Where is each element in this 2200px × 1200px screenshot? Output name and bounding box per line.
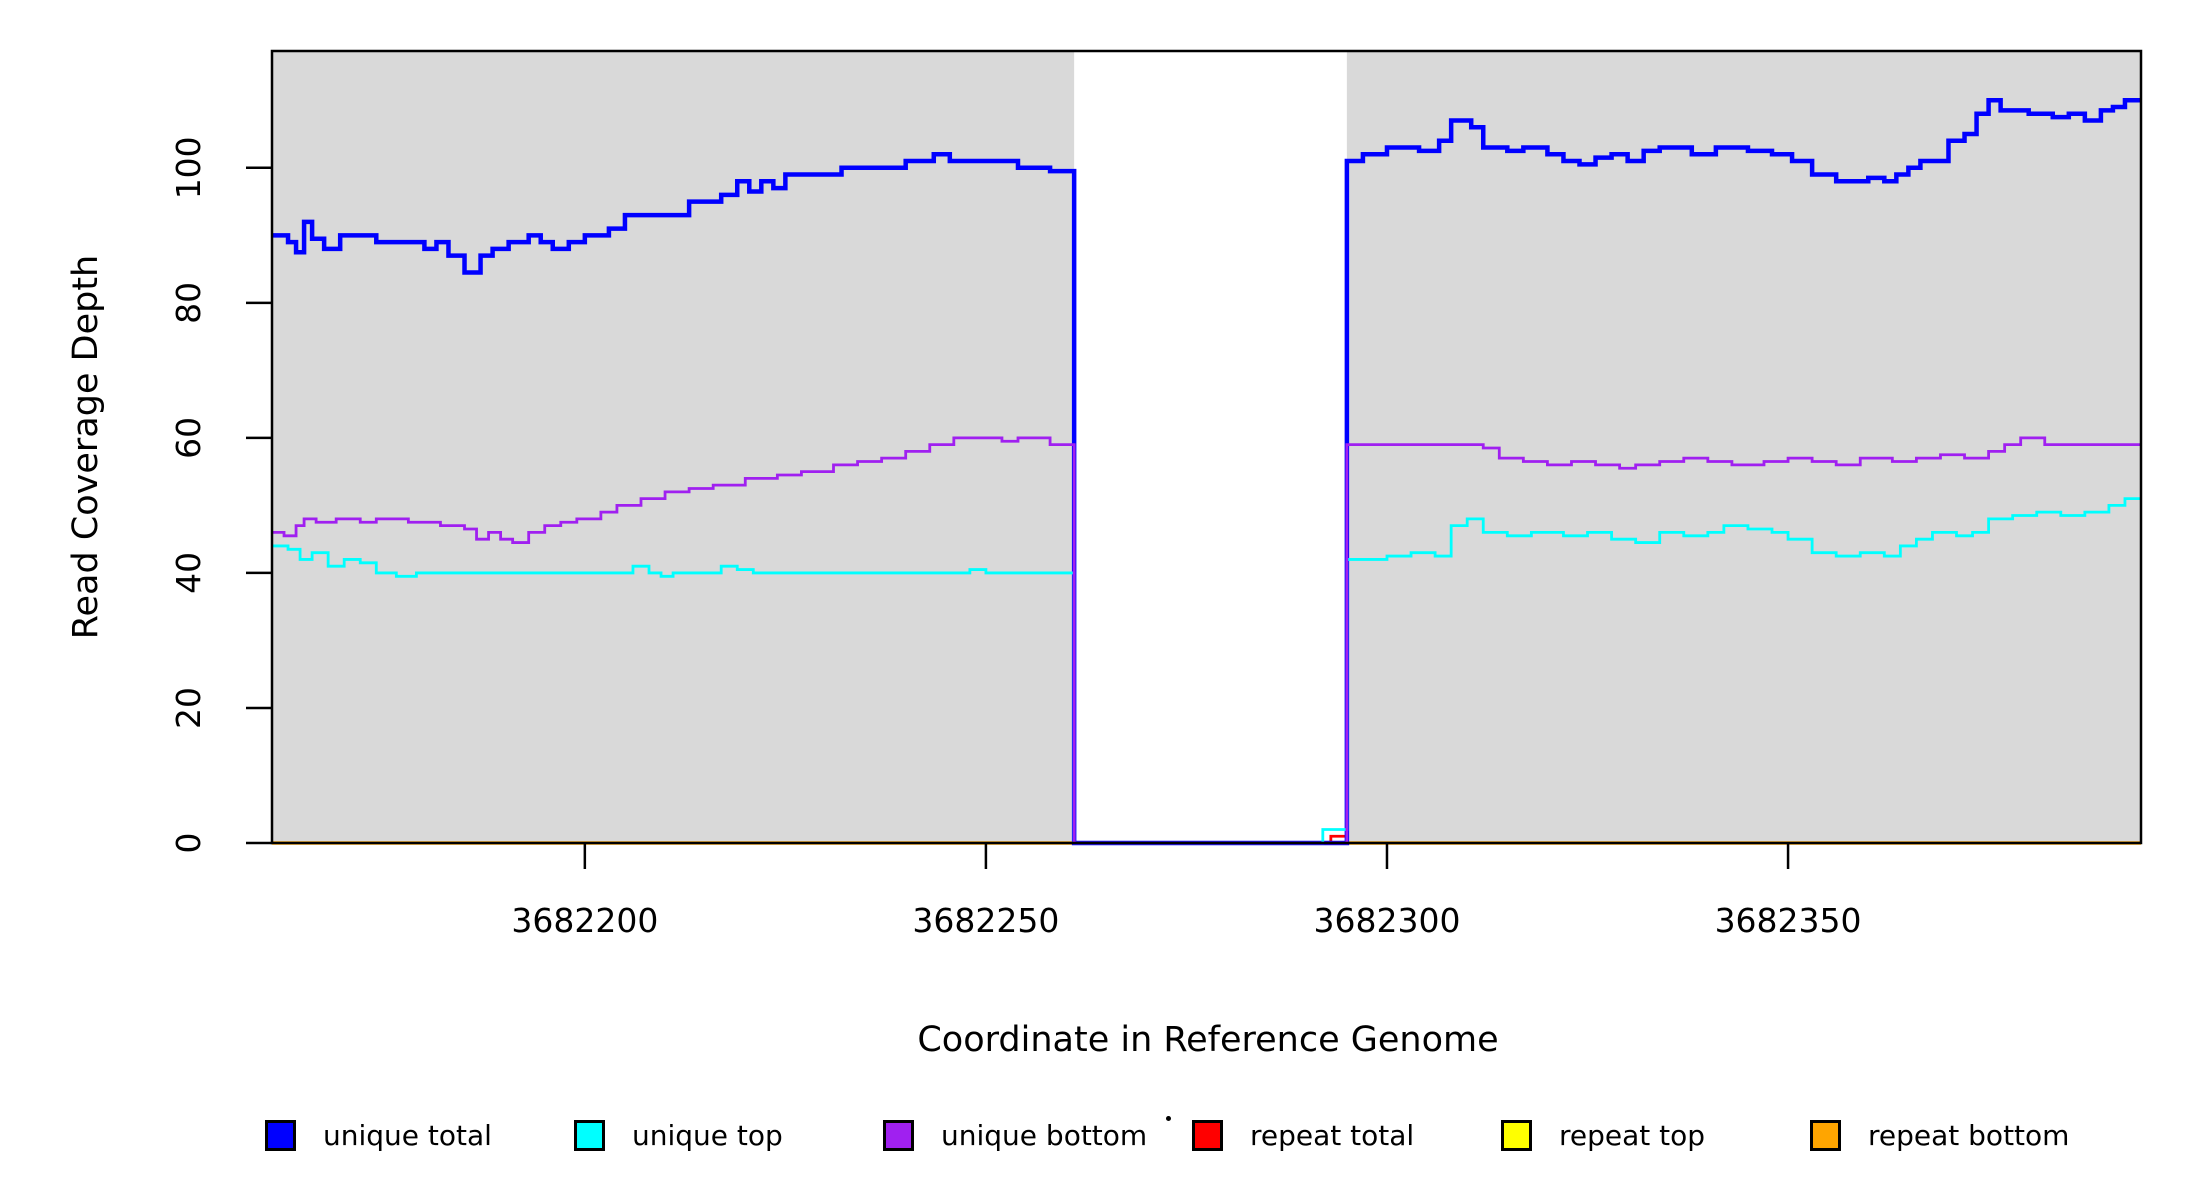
x-axis-title: Coordinate in Reference Genome <box>917 1020 1499 1060</box>
legend-item-unique-bottom: unique bottom <box>883 1115 1147 1155</box>
legend-label: unique bottom <box>941 1118 1148 1152</box>
legend-swatch-icon <box>265 1119 296 1151</box>
legend-swatch-icon <box>1501 1119 1532 1151</box>
x-tick-label: 3682350 <box>1715 901 1862 940</box>
legend-swatch-icon <box>883 1119 914 1151</box>
unique-bottom-line <box>272 436 2141 845</box>
stray-point-mark <box>1166 1116 1171 1121</box>
legend-item-repeat-total: repeat total <box>1192 1115 1414 1155</box>
masked-region <box>1346 51 2141 843</box>
y-tick-label: 60 <box>169 417 208 459</box>
legend-item-repeat-top: repeat top <box>1501 1115 1705 1155</box>
x-tick-label: 3682250 <box>912 901 1059 940</box>
x-tick-label: 3682200 <box>511 901 658 940</box>
legend-label: unique total <box>323 1118 492 1152</box>
legend-label: repeat total <box>1250 1118 1415 1152</box>
legend-label: unique top <box>632 1118 783 1152</box>
legend-swatch-icon <box>574 1119 605 1151</box>
plot-border <box>270 49 2143 845</box>
y-tick-label: 40 <box>169 552 208 594</box>
y-axis-title: Read Coverage Depth <box>66 254 106 640</box>
y-tick-label: 0 <box>169 833 208 854</box>
unique-top-line <box>272 497 2141 845</box>
y-tick-label: 100 <box>169 136 208 199</box>
legend-label: repeat bottom <box>1868 1118 2070 1152</box>
legend-item-unique-total: unique total <box>265 1115 492 1155</box>
legend-swatch-icon <box>1810 1119 1841 1151</box>
masked-region <box>272 51 1075 843</box>
legend-label: repeat top <box>1559 1118 1706 1152</box>
legend-item-repeat-bottom: repeat bottom <box>1810 1115 2069 1155</box>
unique-total-line <box>272 98 2141 846</box>
y-tick-label: 80 <box>169 282 208 324</box>
legend-item-unique-top: unique top <box>574 1115 783 1155</box>
y-tick-label: 20 <box>169 687 208 729</box>
x-tick-label: 3682300 <box>1313 901 1460 940</box>
legend-swatch-icon <box>1192 1119 1223 1151</box>
